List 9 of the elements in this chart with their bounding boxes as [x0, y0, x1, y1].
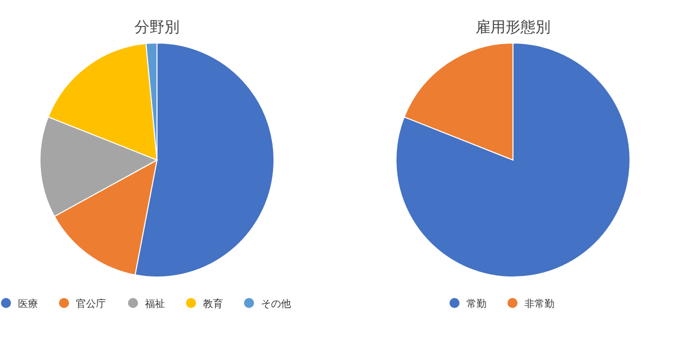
legend-label: 官公庁	[76, 298, 106, 310]
legend-label: 教育	[203, 298, 223, 310]
legend-label: 福祉	[145, 298, 165, 310]
legend-label: その他	[261, 298, 291, 310]
chart-title: 雇用形態別	[476, 18, 550, 36]
legend-label: 医療	[18, 298, 38, 310]
legend-label: 常勤	[466, 298, 486, 310]
legend-label: 非常勤	[524, 298, 554, 310]
chart-title: 分野別	[134, 18, 180, 36]
